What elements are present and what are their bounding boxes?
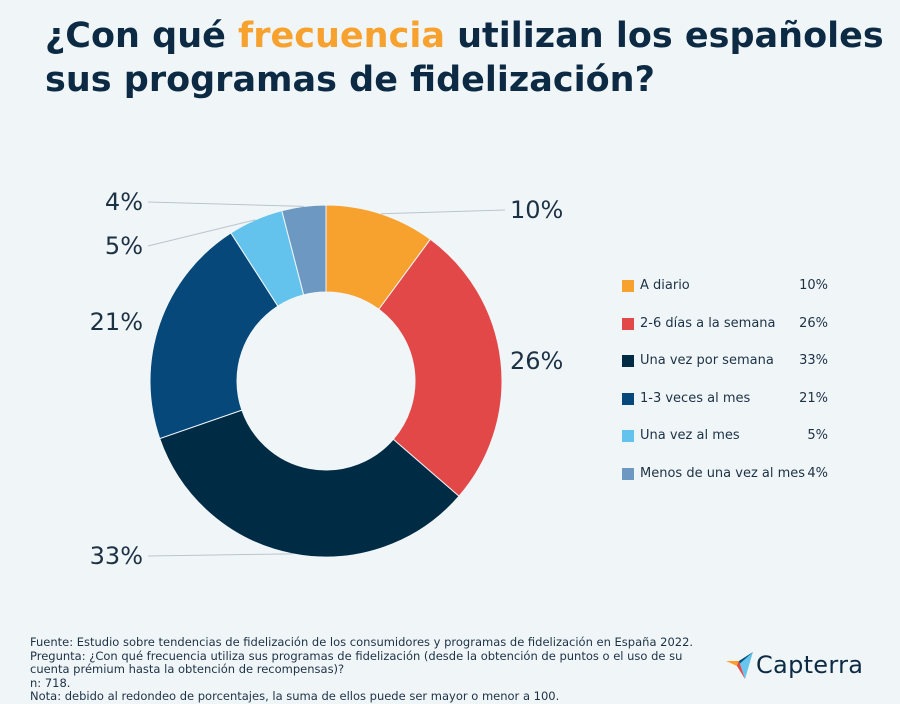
capterra-arrow-icon	[726, 652, 753, 679]
legend-item-una-vez-por-semana: Una vez por semana 33%	[622, 351, 832, 371]
legend-swatch	[622, 467, 634, 480]
legend-value: 33%	[799, 353, 828, 368]
leader-line-a-diario	[380, 209, 506, 215]
footer-note: Nota: debido al redondeo de porcentajes,…	[30, 689, 560, 703]
legend-item-una-vez-al-mes: Una vez al mes 5%	[622, 426, 832, 446]
slice-1-3-veces-al-mes	[149, 232, 279, 440]
footer-notes: Fuente: Estudio sobre tendencias de fide…	[30, 635, 710, 704]
value-label-una-vez-por-semana: 33%	[90, 542, 143, 570]
legend-label: Una vez al mes	[640, 428, 740, 443]
legend-swatch	[622, 317, 634, 330]
legend-swatch	[622, 355, 634, 367]
title-part-2: utilizan los españoles sus programas de …	[45, 16, 884, 100]
value-label-una-vez-al-mes: 5%	[105, 232, 143, 260]
slice-menos-de-una-vez-al-mes	[281, 204, 327, 296]
legend-item-menos-de-una-vez-al-mes: Menos de una vez al mes 4%	[622, 464, 832, 484]
footer-question: Pregunta: ¿Con qué frecuencia utiliza su…	[30, 648, 683, 676]
title-part-1: ¿Con qué	[45, 16, 239, 56]
legend-value: 4%	[807, 465, 828, 481]
legend-label: A diario	[640, 278, 690, 293]
capterra-logo: Capterra	[726, 650, 863, 684]
legend-value: 21%	[799, 390, 828, 406]
legend-swatch	[622, 280, 634, 292]
legend-label: 1-3 veces al mes	[640, 390, 751, 406]
legend-value: 26%	[799, 315, 828, 331]
legend-value: 5%	[807, 428, 828, 443]
slice-una-vez-por-semana	[159, 409, 460, 558]
value-label-1-3-veces-al-mes: 21%	[90, 308, 143, 336]
legend-value: 10%	[799, 278, 828, 293]
legend-swatch	[622, 430, 634, 442]
slice-2-6-dias	[378, 238, 503, 497]
legend-label: Menos de una vez al mes	[640, 465, 806, 481]
page-title: ¿Con qué frecuencia utilizan los español…	[45, 14, 885, 102]
leader-line-una-vez-al-mes	[147, 219, 256, 247]
legend-item-1-3-veces-al-mes: 1-3 veces al mes 21%	[622, 389, 832, 409]
value-label-menos-de-una-vez-al-mes: 4%	[105, 188, 143, 216]
leader-line-menos-de-una-vez-al-mes	[147, 201, 304, 207]
value-label-2-6-dias: 26%	[510, 347, 563, 375]
legend-item-a-diario: A diario 10%	[622, 276, 832, 296]
legend-label: 2-6 días a la semana	[640, 315, 776, 331]
value-label-a-diario: 10%	[510, 196, 563, 224]
legend-item-2-6-dias: 2-6 días a la semana 26%	[622, 314, 832, 334]
legend-swatch	[622, 392, 634, 405]
leader-line-una-vez-por-semana	[147, 553, 293, 557]
chart-legend: A diario 10% 2-6 días a la semana 26% Una ve…	[622, 276, 832, 501]
footer-source: Fuente: Estudio sobre tendencias de fide…	[30, 635, 694, 649]
capterra-logo-text: Capterra	[756, 651, 864, 679]
title-highlight: frecuencia	[238, 16, 445, 56]
footer-sample-size: n: 718.	[30, 675, 71, 690]
legend-label: Una vez por semana	[640, 353, 774, 368]
